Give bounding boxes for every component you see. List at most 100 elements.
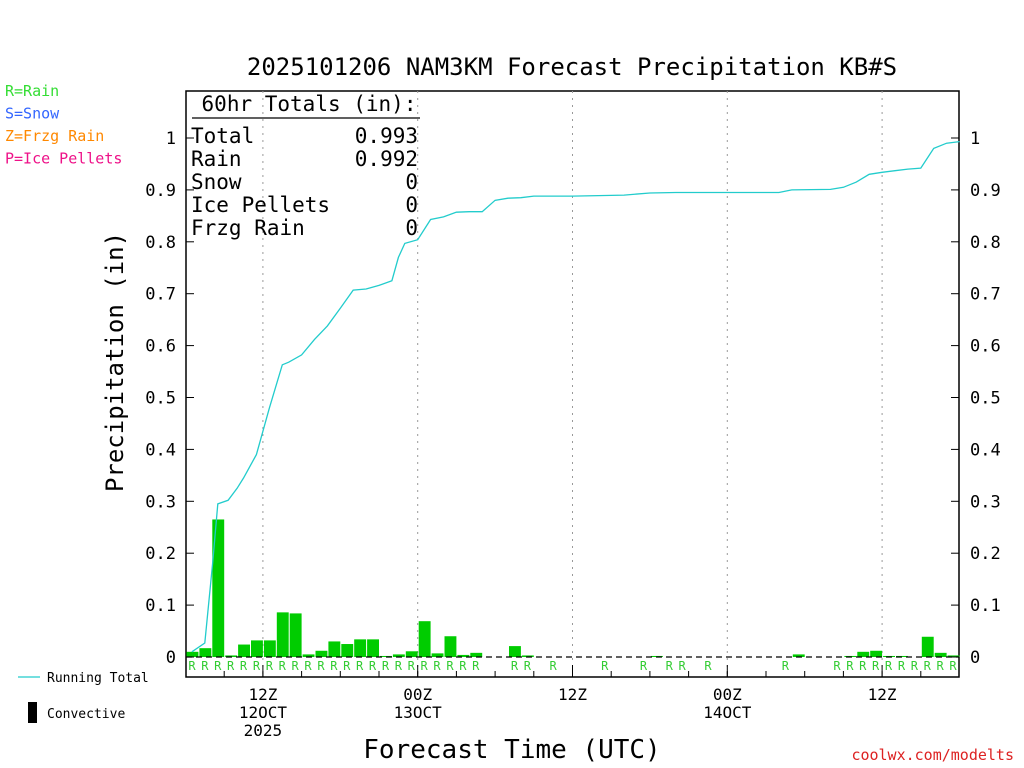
ytick-left-label: 0.9	[145, 181, 176, 201]
rain-marker: R	[253, 659, 261, 673]
rain-marker: R	[937, 659, 945, 673]
rain-marker: R	[304, 659, 312, 673]
totals-header: 60hr Totals (in):	[202, 92, 417, 116]
precip-bar	[315, 650, 328, 657]
rain-marker: R	[343, 659, 351, 673]
precip-bar	[328, 641, 341, 657]
rain-marker: R	[898, 659, 906, 673]
x-axis-label: Forecast Time (UTC)	[363, 735, 660, 765]
rain-marker: R	[292, 659, 300, 673]
rain-marker: R	[666, 659, 674, 673]
precip-bar	[354, 639, 367, 657]
totals-row-value: 0	[405, 216, 418, 240]
precip-bar	[199, 648, 212, 657]
precip-bar	[457, 654, 470, 657]
rain-marker: R	[640, 659, 648, 673]
xtick-label-1-1: 13OCT	[394, 703, 443, 722]
ytick-right-label: 0.4	[970, 440, 1001, 460]
rain-marker: R	[240, 659, 248, 673]
ytick-right-label: 0.5	[970, 389, 1001, 409]
rain-marker: R	[872, 659, 880, 673]
totals-row-value: 0.993	[355, 124, 418, 148]
rain-marker: R	[188, 659, 196, 673]
rain-marker: R	[408, 659, 416, 673]
rain-marker: R	[382, 659, 390, 673]
rain-marker: R	[266, 659, 274, 673]
rain-marker: R	[395, 659, 403, 673]
precip-bar	[276, 612, 289, 657]
rain-marker: R	[214, 659, 222, 673]
ytick-left-label: 0.2	[145, 544, 176, 564]
rain-marker: R	[846, 659, 854, 673]
precip-bar	[431, 653, 444, 657]
precip-bars	[186, 519, 960, 657]
convective-legend-swatch	[28, 702, 37, 723]
ytick-left-label: 0.8	[145, 233, 176, 253]
ytick-right-label: 1	[970, 129, 980, 149]
rain-marker: R	[369, 659, 377, 673]
rain-marker: R	[201, 659, 209, 673]
precip-bar	[392, 654, 405, 657]
totals-row-label: Ice Pellets	[191, 193, 330, 217]
ytick-left-label: 0.3	[145, 492, 176, 512]
precip-bar	[857, 651, 870, 657]
y-axis-left: 0 0.1 0.2 0.3 0.4 0.5 0.6 0.7 0.8 0.9 1	[145, 129, 194, 668]
chart-title: 2025101206 NAM3KM Forecast Precipitation…	[247, 53, 897, 81]
totals-rows: Total 0.993 Rain 0.992 Snow 0 Ice Pellets 0 Frzg…	[191, 124, 418, 240]
precip-bar	[921, 636, 934, 657]
xtick-label-3-1: 14OCT	[703, 703, 752, 722]
ytick-left-label: 0.1	[145, 596, 176, 616]
convective-legend-label: Convective	[47, 707, 125, 722]
rain-marker: R	[317, 659, 325, 673]
ytick-left-label: 0	[166, 648, 176, 668]
rain-marker: R	[833, 659, 841, 673]
rain-marker: R	[472, 659, 480, 673]
rain-marker: R	[679, 659, 687, 673]
running-total-legend-label: Running Total	[47, 671, 149, 686]
totals-row-value: 0.992	[355, 147, 418, 171]
xtick-label-4-0: 12Z	[868, 685, 897, 704]
precip-bar	[444, 636, 457, 657]
precip-bar	[418, 621, 431, 657]
rain-marker: R	[911, 659, 919, 673]
ytick-right-label: 0.6	[970, 337, 1001, 357]
precip-bar	[380, 655, 392, 657]
precip-bar	[934, 652, 947, 657]
totals-row-label: Frzg Rain	[191, 216, 305, 240]
ytick-right-label: 0.9	[970, 181, 1001, 201]
running-total-line	[191, 140, 960, 653]
precip-bar	[212, 519, 225, 657]
ytick-left-label: 0.7	[145, 285, 176, 305]
xtick-label-0-0: 12Z	[248, 685, 277, 704]
precip-bar	[341, 644, 354, 657]
precip-bar	[186, 651, 199, 657]
precip-bar	[302, 654, 315, 657]
legend-type-2: Z=Frzg Rain	[5, 127, 104, 145]
precip-bar	[470, 652, 483, 657]
legend-type-1: S=Snow	[5, 105, 60, 123]
precip-bar	[263, 640, 276, 657]
rain-marker: R	[859, 659, 867, 673]
legend-type-3: P=Ice Pellets	[5, 150, 122, 168]
rain-marker: R	[446, 659, 454, 673]
rain-marker: R	[924, 659, 932, 673]
vertical-gridlines	[262, 91, 883, 677]
xtick-label-0-2: 2025	[244, 721, 283, 740]
precip-bar	[521, 655, 534, 657]
precip-bar	[792, 654, 805, 657]
precip-bar	[367, 639, 379, 657]
precip-bar	[238, 644, 250, 657]
ytick-right-label: 0.3	[970, 492, 1001, 512]
rain-marker: R	[433, 659, 441, 673]
ytick-right-label: 0.7	[970, 285, 1001, 305]
precip-bar	[509, 646, 521, 657]
legend-type-0: R=Rain	[5, 82, 59, 100]
rain-marker: R	[949, 659, 957, 673]
xtick-label-2-0: 12Z	[558, 685, 587, 704]
ytick-right-label: 0.8	[970, 233, 1001, 253]
rain-marker: R	[227, 659, 235, 673]
rain-marker: R	[524, 659, 532, 673]
precip-bar	[405, 651, 418, 657]
